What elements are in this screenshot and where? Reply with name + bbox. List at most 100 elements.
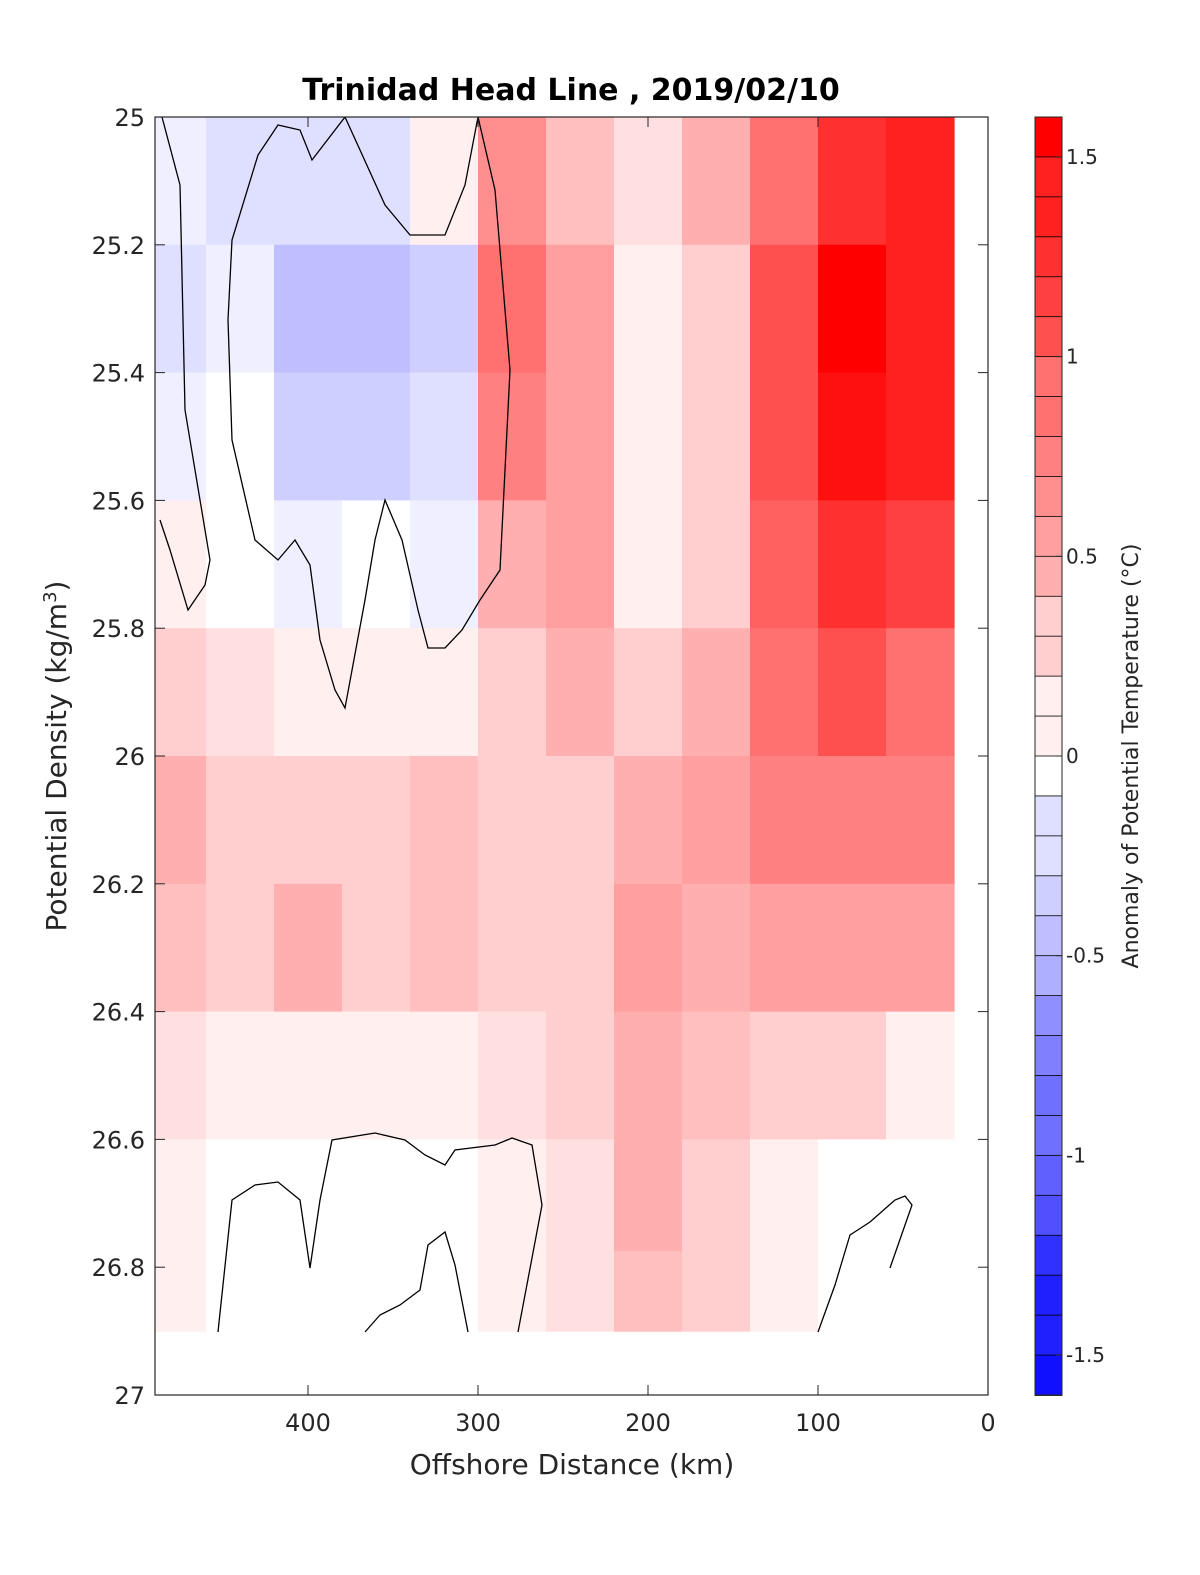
colorbar-band [1034, 116, 1063, 158]
heatmap-cell [274, 244, 343, 374]
heatmap-cell [155, 500, 207, 629]
x-tick-label: 300 [455, 1409, 501, 1437]
heatmap-cell [750, 756, 819, 885]
zero-contour-lines [159, 117, 913, 1333]
zero-contour [159, 117, 211, 612]
y-tick-label: 25.6 [92, 487, 145, 515]
heatmap-cell [206, 883, 275, 1013]
heatmap-cell [818, 883, 887, 1013]
y-tick-label: 25.2 [92, 232, 145, 260]
colorbar-band [1034, 1314, 1063, 1356]
heatmap-cell [886, 628, 955, 757]
heatmap-cell [546, 117, 615, 246]
heatmap-cell [546, 500, 615, 629]
y-tick-label: 26.2 [92, 871, 145, 899]
colorbar-tick-label: 0 [1066, 744, 1079, 768]
heatmap-cell [750, 1139, 819, 1252]
colorbar-band [1034, 396, 1063, 438]
heatmap-cell [886, 117, 955, 246]
heatmap-cell [614, 244, 683, 374]
heatmap-cell [478, 372, 547, 501]
heatmap-cell [682, 628, 751, 757]
heatmap-cell [546, 372, 615, 501]
colorbar-band [1034, 1234, 1063, 1277]
zero-contour [217, 1132, 543, 1333]
colorbar-band [1034, 635, 1063, 678]
heatmap-cell [478, 1251, 547, 1332]
heatmap-cell [155, 883, 207, 1013]
heatmap-cell [342, 117, 411, 246]
heatmap-cell [478, 500, 547, 629]
colorbar-band [1034, 1035, 1063, 1077]
heatmap-cell [274, 372, 343, 501]
heatmap-cell [614, 1011, 683, 1140]
x-tick-label: 0 [980, 1409, 995, 1437]
colorbar-tick-label: 0.5 [1066, 544, 1098, 568]
heatmap-cell [546, 244, 615, 374]
heatmap-cell [342, 1011, 411, 1140]
heatmap-cell [155, 1011, 207, 1140]
heatmap-cell [614, 117, 683, 246]
y-axis: 25 25.2 25.4 25.6 25.8 26 26.2 26.4 26.6 26.8 27 [92, 104, 988, 1410]
heatmap-cell [614, 372, 683, 501]
heatmap-cell [410, 628, 479, 757]
heatmap-cell [682, 883, 751, 1013]
colorbar-tick-label: 1 [1066, 345, 1079, 369]
y-tick-label: 26.8 [92, 1254, 145, 1282]
colorbar-band [1034, 555, 1063, 598]
heatmap-cell [614, 1139, 683, 1252]
heatmap-cell [750, 117, 819, 246]
heatmap-cell [274, 500, 343, 629]
colorbar: 1.5 1 0.5 0 -0.5 -1 -1.5 [1034, 116, 1105, 1396]
heatmap-cell [886, 883, 955, 1013]
heatmap-cell [410, 244, 479, 374]
colorbar-band [1034, 875, 1063, 917]
heatmap-cell [614, 756, 683, 885]
heatmap-cell [886, 1139, 955, 1252]
heatmap-cell [818, 372, 887, 501]
x-axis: 400 300 200 100 0 [285, 117, 996, 1437]
colorbar-band [1034, 915, 1063, 957]
heatmap-cell [206, 244, 275, 374]
colorbar-tick-label: -1.5 [1066, 1343, 1105, 1367]
heatmap-cell [682, 1251, 751, 1332]
heatmap-cell [886, 1011, 955, 1140]
heatmap-cell [750, 883, 819, 1013]
heatmap-cell [614, 628, 683, 757]
heatmap-cell [886, 372, 955, 501]
zero-contour [227, 117, 511, 710]
heatmap-cell [342, 756, 411, 885]
heatmap-cell [886, 500, 955, 629]
heatmap-cell [274, 1011, 343, 1140]
heatmap-cell [478, 244, 547, 374]
heatmap-cell [274, 1251, 343, 1332]
heatmap-cell [478, 1139, 547, 1252]
heatmap-cell [546, 883, 615, 1013]
colorbar-band [1034, 236, 1063, 278]
heatmap-cell [155, 756, 207, 885]
colorbar-band [1034, 835, 1063, 877]
heatmap-cell [750, 500, 819, 629]
heatmap-cell [750, 628, 819, 757]
heatmap-cell [206, 756, 275, 885]
colorbar-band [1034, 436, 1063, 478]
colorbar-tick-label: -0.5 [1066, 944, 1105, 968]
heatmap-cell [342, 1139, 411, 1252]
heatmap-cell [410, 117, 479, 246]
colorbar-band [1034, 1115, 1063, 1157]
heatmap-cell [818, 117, 887, 246]
heatmap-cell [155, 372, 207, 501]
heatmap-cell [274, 883, 343, 1013]
heatmap-cell [818, 244, 887, 374]
y-axis-label: Potential Density (kg/m3) [40, 581, 74, 932]
heatmap-cell [206, 372, 275, 501]
heatmap-cell [155, 1251, 207, 1332]
colorbar-band [1034, 276, 1063, 318]
y-tick-label: 26.4 [92, 999, 145, 1027]
heatmap-cell [682, 117, 751, 246]
colorbar-band [1034, 1154, 1063, 1197]
plot-area [154, 116, 989, 1396]
heatmap-cell [342, 883, 411, 1013]
heatmap-cell [682, 372, 751, 501]
